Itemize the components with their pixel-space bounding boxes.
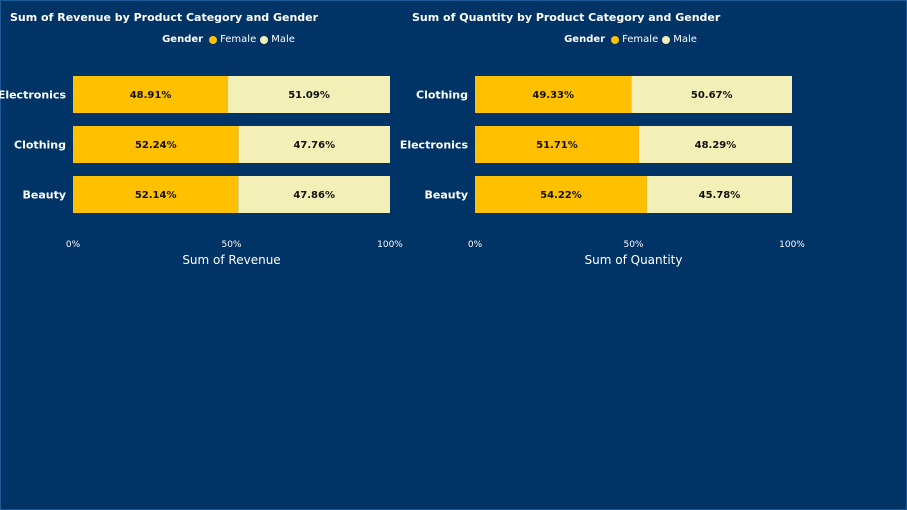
data-label: 48.91% (130, 90, 172, 101)
x-tick-label: 0% (66, 240, 81, 250)
bar-male-electronics[interactable] (228, 76, 390, 113)
legend-item-male[interactable]: Male (662, 34, 697, 45)
legend-item-male[interactable]: Male (260, 34, 295, 45)
legend-male-dot-icon (662, 35, 671, 44)
legend-title: Gender (162, 34, 204, 45)
x-tick-label: 50% (623, 240, 643, 250)
bar-female-electronics[interactable] (475, 126, 639, 163)
x-tick-label: 0% (468, 240, 483, 250)
data-label: 51.09% (288, 90, 330, 101)
data-label: 52.24% (135, 140, 177, 151)
data-label: 48.29% (695, 140, 737, 151)
x-axis-title: Sum of Revenue (182, 253, 280, 267)
data-label: 54.22% (540, 190, 582, 201)
chart-legend[interactable]: Gender Female Male (402, 34, 863, 45)
legend-item-female[interactable]: Female (611, 34, 658, 45)
bar-female-electronics[interactable] (73, 76, 229, 113)
chart-title: Sum of Revenue by Product Category and G… (10, 11, 319, 24)
data-label: 52.14% (135, 190, 177, 201)
category-label: Beauty (22, 189, 66, 202)
legend-male-dot-icon (260, 35, 269, 44)
bar-female-clothing[interactable] (73, 126, 239, 163)
chart-plot-area: Clothing 49.33% 50.67% Electronics 51.71% 48.… (400, 76, 805, 267)
category-label: Electronics (0, 89, 66, 102)
bar-female-beauty[interactable] (475, 176, 647, 213)
category-label: Clothing (14, 139, 66, 152)
category-label: Clothing (416, 89, 468, 102)
data-label: 51.71% (536, 140, 578, 151)
category-label: Beauty (424, 189, 468, 202)
quantity-chart-visual[interactable]: Sum of Quantity by Product Category and … (400, 0, 805, 280)
legend-label: Female (622, 34, 659, 45)
category-label: Electronics (400, 139, 469, 152)
bar-female-beauty[interactable] (73, 176, 239, 213)
x-tick-label: 100% (779, 240, 805, 250)
chart-title: Sum of Quantity by Product Category and … (412, 11, 721, 24)
legend-female-dot-icon (209, 35, 218, 44)
data-label: 45.78% (699, 190, 741, 201)
legend-title: Gender (564, 34, 606, 45)
data-label: 50.67% (691, 90, 733, 101)
bar-male-beauty[interactable] (646, 176, 792, 213)
legend-item-female[interactable]: Female (209, 34, 256, 45)
x-tick-label: 50% (221, 240, 241, 250)
x-axis-title: Sum of Quantity (585, 253, 683, 267)
chart-legend[interactable]: Gender Female Male (0, 34, 461, 45)
legend-label: Male (271, 34, 295, 45)
revenue-chart-visual[interactable]: Sum of Revenue by Product Category and G… (0, 0, 403, 280)
data-label: 49.33% (532, 90, 574, 101)
data-label: 47.76% (293, 140, 335, 151)
chart-plot-area: Electronics 48.91% 51.09% Clothing 52.24% 47.… (0, 76, 403, 267)
bar-male-clothing[interactable] (238, 126, 390, 163)
legend-label: Male (673, 34, 697, 45)
bar-male-electronics[interactable] (638, 126, 792, 163)
legend-female-dot-icon (611, 35, 620, 44)
x-tick-label: 100% (377, 240, 403, 250)
data-label: 47.86% (293, 190, 335, 201)
bar-male-beauty[interactable] (238, 176, 390, 213)
bar-male-clothing[interactable] (631, 76, 792, 113)
bar-female-clothing[interactable] (475, 76, 632, 113)
legend-label: Female (220, 34, 257, 45)
